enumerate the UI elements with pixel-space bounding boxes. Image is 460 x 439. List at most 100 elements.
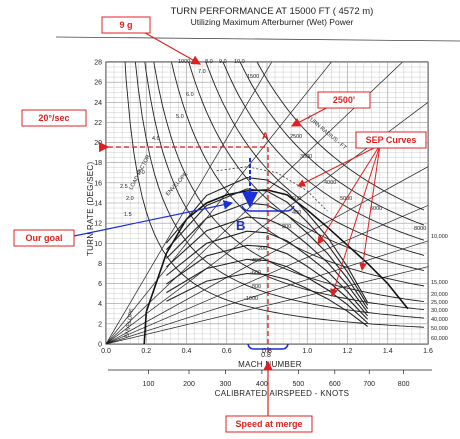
- load-factor-label: 8.0: [205, 59, 213, 65]
- altitude-label: 50,000: [431, 326, 448, 332]
- altitude-label: 10,000: [431, 234, 448, 240]
- page-rule: [55, 36, 460, 42]
- x-axis-label: MACH NUMBER: [238, 360, 302, 369]
- sep-curve: [166, 272, 368, 327]
- x2-tick-label: 700: [363, 381, 375, 388]
- turn-radius-label: 8000: [414, 226, 426, 232]
- sep-label: 600: [292, 196, 301, 202]
- rate-callout-box: [21, 109, 87, 127]
- g9-callout-box: [101, 16, 151, 34]
- turn-radius-label: 1500: [247, 74, 259, 80]
- sep-label: -400: [250, 258, 261, 264]
- altitude-label: 20,000: [431, 292, 448, 298]
- sep-curve: [165, 177, 369, 303]
- y-tick-label: 22: [94, 120, 102, 127]
- turn-radius-label: 4000: [324, 180, 336, 186]
- y-tick-label: 6: [98, 281, 102, 288]
- radius-callout: 2500': [333, 95, 355, 105]
- altitude-label: 25,000: [431, 300, 448, 306]
- load-factor-labels: 1000 8.0 9.0 10.0 7.0 6.0 5.0 4.0 3.0 2.5 2.0 1.5: [120, 59, 245, 218]
- chart-subtitle: Utilizing Maximum Afterburner (Wet) Powe…: [191, 17, 354, 27]
- point-b-label: B: [236, 218, 245, 233]
- rate-callout: 20°/sec: [38, 113, 69, 123]
- load-factor-curve: [171, 62, 425, 287]
- load-factor-curve: [239, 62, 425, 226]
- load-factor-label: 7.0: [198, 69, 206, 75]
- sep-callout: SEP Curves: [366, 135, 417, 145]
- altitude-label: 60,000: [431, 336, 448, 342]
- y-tick-label: 10: [94, 241, 102, 248]
- turn-radius-label: 3000: [300, 154, 312, 160]
- x2-tick-label: 500: [293, 381, 305, 388]
- load-factor-label: 6.0: [186, 92, 194, 98]
- sep-curve: [165, 188, 369, 306]
- x-axis-ticks: 0.0 0.2 0.4 0.6 0.8 1.0 1.2 1.4 1.6: [101, 348, 433, 355]
- load-factor-curve: [144, 62, 425, 311]
- sep-label: -600: [250, 270, 261, 276]
- load-factor-label: 10.0: [234, 59, 245, 65]
- speed-callout-box: [225, 415, 313, 433]
- goal-bracket: [241, 205, 295, 212]
- load-factor-label: 2.0: [126, 196, 134, 202]
- turn-radius-line: [106, 62, 273, 344]
- sep-label: 400: [292, 210, 301, 216]
- load-factor-curve: [134, 62, 425, 319]
- sep-curve: [166, 216, 369, 313]
- g9-callout: 9 g: [119, 20, 132, 30]
- turn-radius-label: 6000: [370, 206, 382, 212]
- altitude-labels: 10,000 15,000 20,000 25,000 30,000 40,000 50,0…: [431, 234, 448, 342]
- load-factor-label: 2.5: [120, 184, 128, 190]
- x-tick-label: 0.2: [141, 348, 151, 355]
- sep-leader-2: [317, 144, 381, 245]
- x2-tick-label: 300: [220, 381, 232, 388]
- speed-callout: Speed at merge: [235, 419, 302, 429]
- y-tick-label: 8: [98, 261, 102, 268]
- sep-leader-4: [359, 144, 381, 271]
- x2-tick-label: 600: [329, 381, 341, 388]
- goal-callout: Our goal: [25, 233, 62, 243]
- g9-leader: [139, 29, 202, 65]
- load-factor-label: 4.0: [152, 136, 160, 142]
- x-tick-label: 0.0: [101, 348, 111, 355]
- turn-radius-label: 2500: [290, 134, 302, 140]
- y-axis-label: TURN RATE (DEG/SEC): [86, 162, 95, 256]
- goal-callout-box: [13, 229, 75, 247]
- load-factor-curve: [153, 62, 425, 303]
- x-tick-label: 1.2: [343, 348, 353, 355]
- load-factor-curve: [222, 62, 425, 241]
- load-factor-label: 3.0: [137, 170, 145, 176]
- altitude-label: 40,000: [431, 317, 448, 323]
- y-tick-label: 18: [94, 160, 102, 167]
- turn-radius-line: [106, 266, 428, 344]
- grid: [106, 62, 428, 344]
- sep-leader-3: [330, 144, 381, 297]
- radius-callout-box: [317, 91, 371, 109]
- sep-leader-1: [297, 144, 381, 187]
- x-tick-label: 1.0: [302, 348, 312, 355]
- x2-tick-label: 800: [398, 381, 410, 388]
- altitude-label: 15,000: [431, 280, 448, 286]
- x2-tick-label: 200: [183, 381, 195, 388]
- y-tick-label: 0: [98, 342, 102, 349]
- sep-label: -200: [256, 246, 267, 252]
- envelope-curve: [145, 189, 409, 313]
- load-factor-curve: [124, 62, 425, 328]
- y-tick-label: 16: [94, 180, 102, 187]
- y-tick-label: 2: [98, 321, 102, 328]
- envelope-caption-lower: ENVELOPE: [124, 308, 135, 339]
- y-tick-label: 26: [94, 80, 102, 87]
- turn-radius-line: [106, 62, 332, 344]
- load-factor-curve: [188, 62, 425, 272]
- load-factor-label: 5.0: [176, 114, 184, 120]
- altitude-label: 30,000: [431, 308, 448, 314]
- sep-curve: [166, 244, 368, 320]
- annotations: A B 0.8 9 g 2500' 20°/sec SEP Curves Our…: [13, 16, 427, 433]
- envelope-boundary: [143, 311, 148, 344]
- point-a-label: A: [262, 131, 269, 141]
- goal-leader: [73, 200, 234, 237]
- mach-mark-label: 0.8: [261, 352, 271, 359]
- dashed-envelope-line: [216, 166, 328, 212]
- x2-tick-label: 400: [256, 381, 268, 388]
